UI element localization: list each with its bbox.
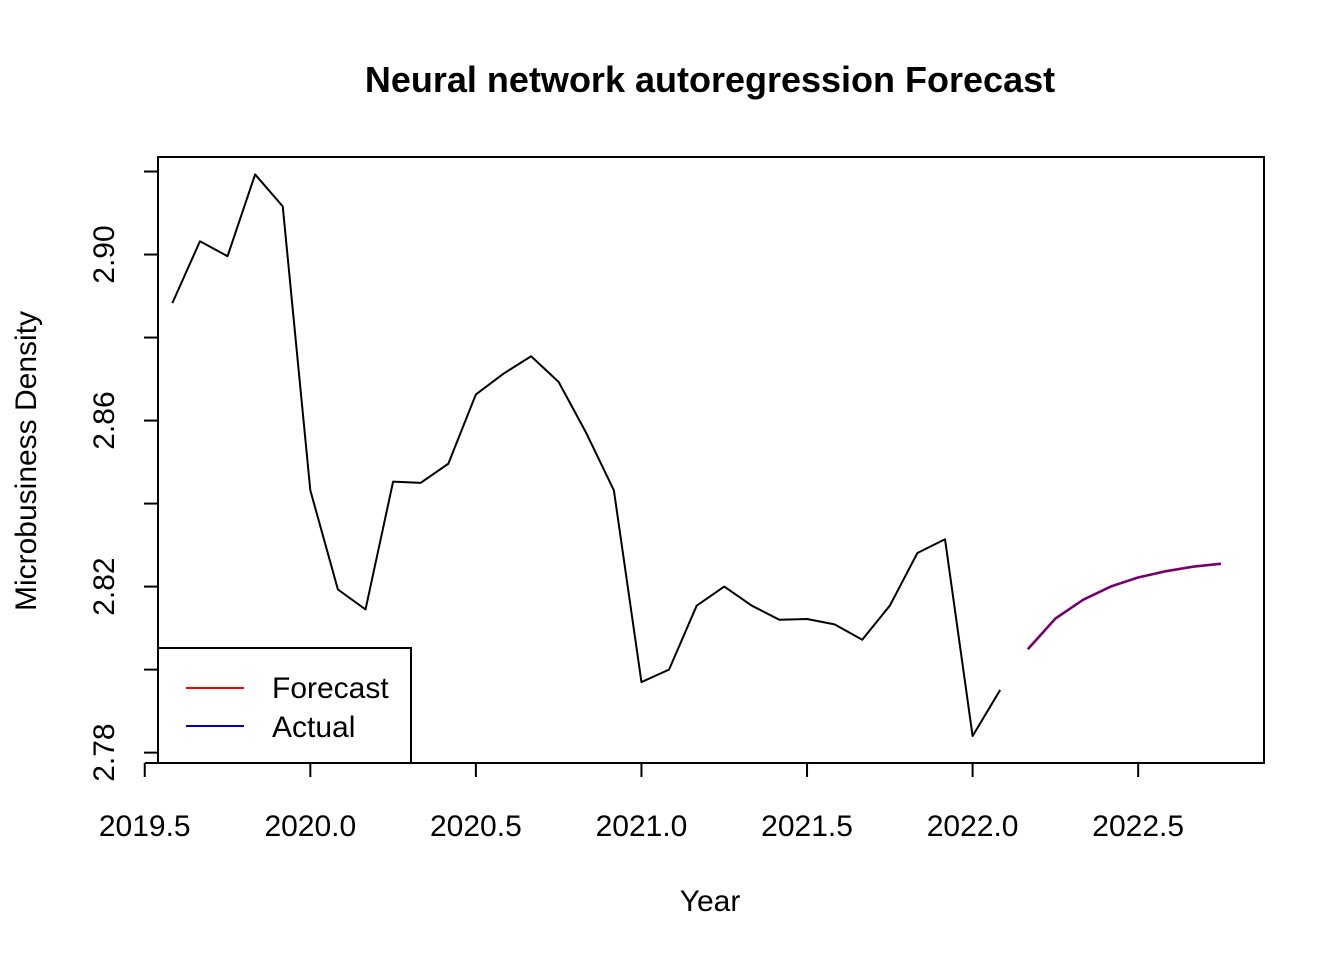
legend-forecast-label: Forecast <box>272 672 389 705</box>
x-axis: 2019.5 2020.0 2020.5 2021.0 2021.5 2022.0 2022… <box>99 762 1184 843</box>
x-tick-label: 2021.5 <box>761 810 853 843</box>
x-tick-label: 2020.5 <box>430 810 522 843</box>
x-axis-title: Year <box>680 885 741 918</box>
series-line-forecast <box>1026 562 1222 651</box>
series-line-history <box>171 173 1002 738</box>
y-axis: 2.78 2.82 2.86 2.90 <box>88 170 159 782</box>
series-line-actual <box>1026 562 1222 651</box>
y-tick-label: 2.86 <box>88 391 121 449</box>
x-tick-label: 2022.0 <box>927 810 1019 843</box>
chart-title: Neural network autoregression Forecast <box>365 59 1055 100</box>
legend: Forecast Actual <box>157 647 412 764</box>
x-tick-label: 2019.5 <box>99 810 191 843</box>
y-tick-label: 2.90 <box>88 225 121 283</box>
y-tick-label: 2.82 <box>88 557 121 615</box>
series-layer <box>171 173 1222 738</box>
x-tick-label: 2022.5 <box>1092 810 1184 843</box>
x-tick-label: 2021.0 <box>596 810 688 843</box>
y-tick-label: 2.78 <box>88 723 121 781</box>
legend-actual-label: Actual <box>272 711 355 744</box>
x-tick-label: 2020.0 <box>264 810 356 843</box>
y-axis-title: Microbusiness Density <box>10 311 43 611</box>
legend-box <box>157 647 412 764</box>
